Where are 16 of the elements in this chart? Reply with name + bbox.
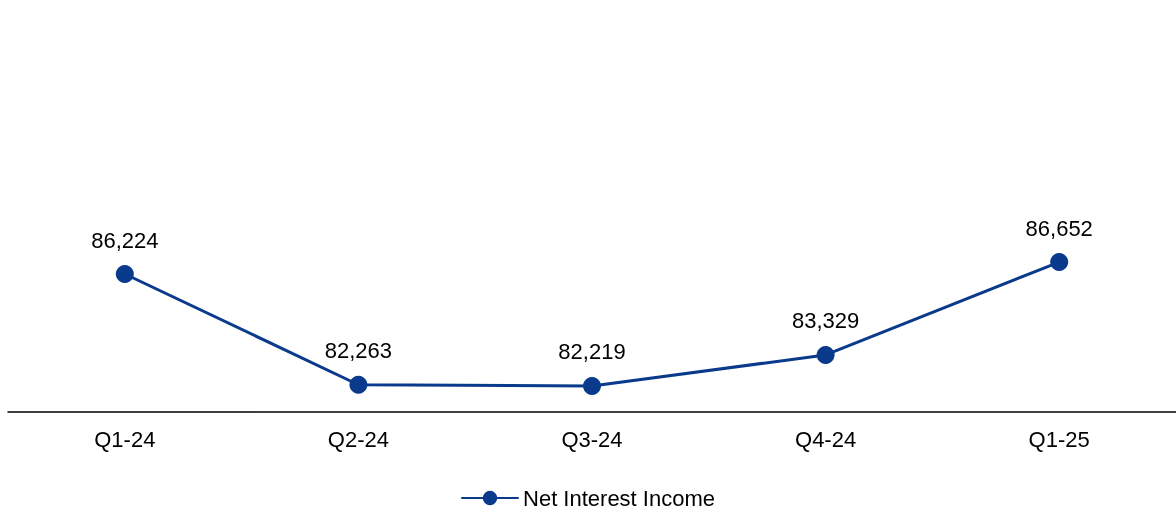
data-label: 82,219 [558, 339, 626, 365]
data-label: 86,652 [1025, 215, 1093, 241]
x-tick-label: Q4-24 [795, 426, 857, 452]
x-tick-label: Q2-24 [327, 426, 389, 452]
point [816, 345, 835, 364]
data-label: 83,329 [791, 308, 860, 334]
x-tick-label: Q3-24 [561, 426, 623, 452]
x-tick-label: Q1-25 [1028, 426, 1090, 452]
point [1050, 253, 1069, 272]
point [115, 265, 134, 284]
point [349, 375, 368, 394]
legend-label: Net Interest Income [523, 485, 715, 511]
data-label: 82,263 [324, 338, 393, 364]
data-label: 86,224 [91, 227, 159, 253]
x-tick-label: Q1-24 [94, 426, 156, 452]
point [583, 376, 601, 395]
